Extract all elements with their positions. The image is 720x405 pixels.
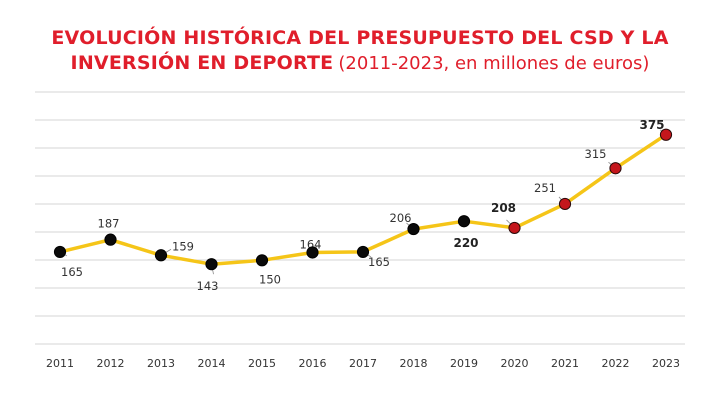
x-tick-label: 2022: [602, 357, 630, 370]
data-point: [508, 221, 521, 235]
data-label: 251: [534, 181, 556, 195]
data-point: [205, 258, 218, 271]
data-point: [659, 128, 673, 141]
chart-title: EVOLUCIÓN HISTÓRICA DEL PRESUPUESTO DEL …: [0, 26, 720, 76]
x-tick-label: 2018: [400, 357, 428, 370]
x-tick-label: 2013: [147, 357, 175, 370]
data-point: [154, 249, 168, 262]
gridlines: [35, 91, 685, 345]
data-label: 143: [197, 279, 219, 293]
x-tick-label: 2023: [652, 357, 680, 370]
data-point: [306, 246, 319, 259]
data-point: [609, 162, 622, 175]
x-tick-label: 2019: [450, 357, 478, 370]
x-tick-label: 2016: [299, 357, 327, 370]
x-tick-label: 2014: [198, 357, 226, 370]
data-point: [558, 197, 572, 211]
data-point: [53, 245, 67, 259]
data-label: 206: [390, 211, 412, 225]
data-label: 315: [585, 147, 607, 161]
data-label: 375: [639, 118, 664, 132]
data-label: 165: [61, 265, 83, 279]
title-subtitle: (2011-2023, en millones de euros): [338, 53, 650, 74]
data-point: [407, 222, 420, 236]
x-axis-ticks: 2011 2012 2013 2014 2015 2016 2017 2018 2019 2020…: [46, 357, 680, 370]
x-tick-label: 2012: [97, 357, 125, 370]
data-label: 159: [172, 239, 194, 253]
title-line-2: INVERSIÓN EN DEPORTE: [70, 52, 334, 74]
series-line: [58, 132, 668, 266]
data-label: 165: [368, 255, 390, 269]
x-tick-label: 2020: [501, 357, 529, 370]
x-tick-label: 2011: [46, 357, 74, 370]
data-label: 208: [491, 201, 516, 215]
data-label: 220: [453, 236, 478, 250]
data-label: 187: [98, 217, 120, 231]
data-point: [255, 254, 269, 267]
x-tick-label: 2021: [551, 357, 579, 370]
x-tick-label: 2015: [248, 357, 276, 370]
data-label: 150: [259, 272, 281, 286]
data-point: [457, 215, 471, 228]
x-tick-label: 2017: [349, 357, 377, 370]
data-point: [104, 233, 117, 246]
data-point: [356, 245, 370, 259]
series-line-layer: [58, 132, 668, 266]
marker-layer: [53, 128, 673, 271]
title-line-1: EVOLUCIÓN HISTÓRICA DEL PRESUPUESTO DEL …: [51, 27, 669, 49]
